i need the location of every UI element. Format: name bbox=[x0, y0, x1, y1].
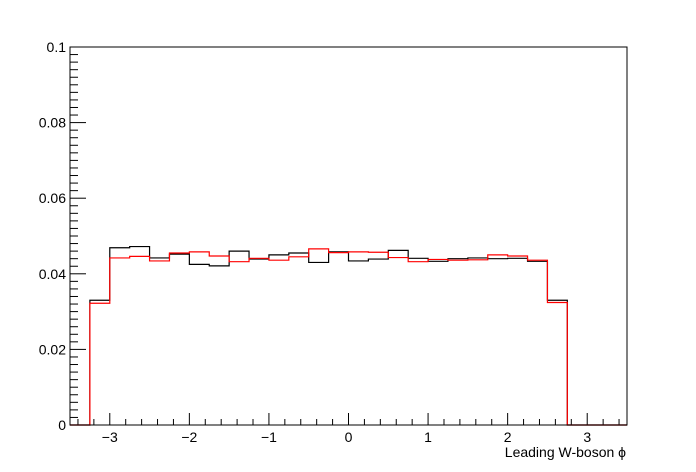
tick-labels: 0 0.02 0.04 0.06 0.08 0.1 −3 −2 −1 0 1 2 3 bbox=[39, 39, 592, 445]
x-tick-label: −1 bbox=[261, 429, 277, 445]
x-tick-label: −3 bbox=[102, 429, 118, 445]
series-layer bbox=[70, 245, 627, 426]
x-tick-label: 3 bbox=[583, 429, 591, 445]
y-tick-label: 0.02 bbox=[39, 341, 66, 357]
axis-ticks bbox=[70, 46, 620, 426]
x-tick-label: 0 bbox=[345, 429, 353, 445]
x-tick-label: 1 bbox=[424, 429, 432, 445]
x-tick-label: 2 bbox=[504, 429, 512, 445]
plot-frame bbox=[69, 46, 628, 426]
histogram-series-2 bbox=[70, 248, 627, 426]
y-tick-label: 0.06 bbox=[39, 190, 66, 206]
x-tick-label: −2 bbox=[181, 429, 197, 445]
histogram-series-1 bbox=[70, 245, 627, 426]
y-tick-label: 0.1 bbox=[47, 39, 67, 55]
y-tick-label: 0 bbox=[58, 417, 66, 433]
y-tick-label: 0.08 bbox=[39, 115, 66, 131]
y-tick-label: 0.04 bbox=[39, 266, 66, 282]
x-axis-title: Leading W-boson ϕ bbox=[505, 444, 626, 460]
